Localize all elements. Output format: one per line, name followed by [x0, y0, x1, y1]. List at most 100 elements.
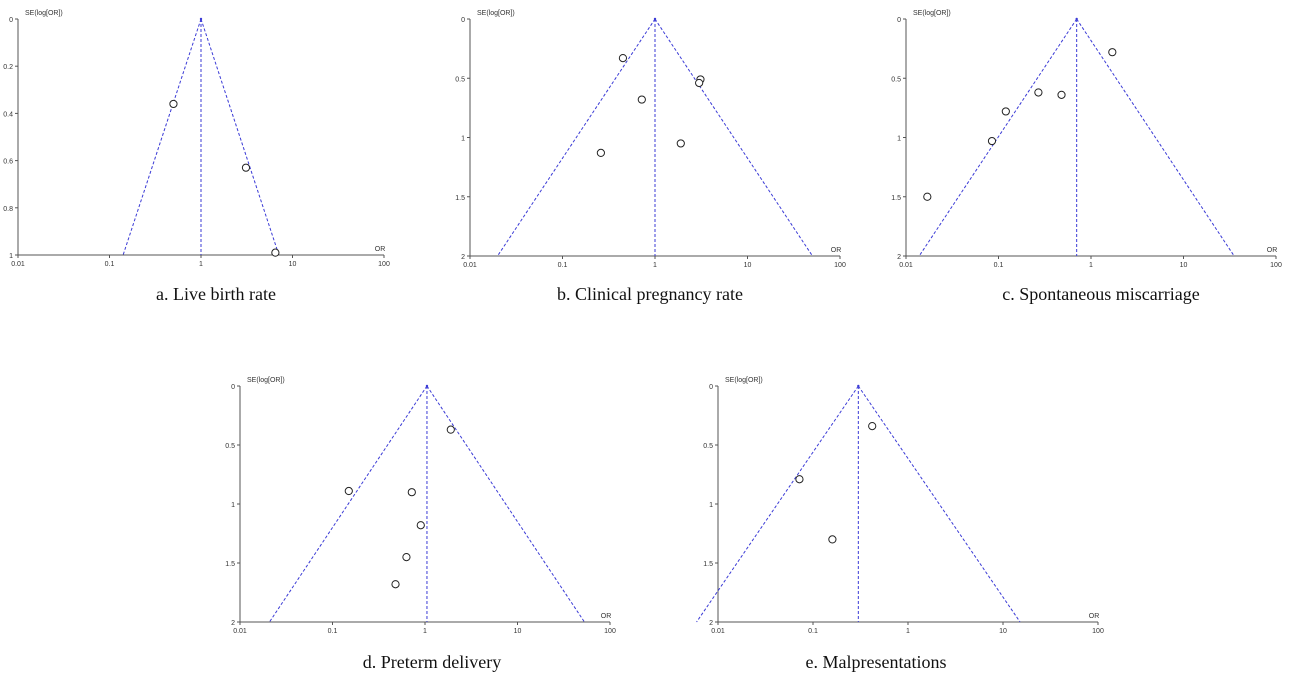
x-tick-label: 10 [289, 261, 297, 268]
y-tick-label: 1 [709, 502, 713, 509]
funnel-apex [199, 17, 203, 21]
funnel-right-line [857, 385, 1021, 623]
study-point [407, 488, 416, 497]
y-axis-label: SE(log[OR]) [913, 10, 951, 17]
study-point [596, 148, 605, 158]
y-tick-label: 1 [9, 253, 13, 260]
funnel-plot-3: 0 0.5 1 1.5 20.01 0.1 1 10 100 SE(log[OR]) OR [225, 377, 616, 635]
x-tick-label: 0.01 [11, 261, 25, 268]
x-tick-label: 10 [1180, 262, 1188, 269]
y-tick-label: 1 [897, 136, 901, 143]
y-tick-label: 2 [897, 254, 901, 261]
study-point [923, 192, 932, 201]
y-tick-label: 0 [231, 384, 235, 391]
study-point [828, 535, 837, 544]
study-point [446, 425, 455, 434]
x-tick-label: 1 [653, 262, 657, 269]
funnel-left-line [122, 18, 202, 256]
y-tick-label: 1.5 [703, 561, 713, 568]
y-tick-label: 0.5 [455, 76, 465, 83]
x-tick-label: 10 [514, 628, 522, 635]
y-tick-label: 0 [461, 17, 465, 24]
x-tick-label: 0.1 [328, 628, 338, 635]
study-point [1108, 48, 1117, 57]
funnel-left-line [497, 18, 656, 257]
funnel-left-line [918, 18, 1078, 257]
study-point [987, 136, 997, 146]
x-tick-label: 0.01 [233, 628, 247, 635]
x-tick-label: 100 [834, 262, 846, 269]
x-axis-label: OR [1267, 247, 1278, 254]
x-tick-label: 1 [906, 628, 910, 635]
y-tick-label: 0.8 [3, 206, 13, 213]
y-tick-label: 1.5 [891, 195, 901, 202]
study-point [695, 78, 704, 88]
y-tick-label: 1 [231, 502, 235, 509]
y-tick-label: 0 [9, 17, 13, 24]
x-axis-label: OR [375, 246, 386, 253]
x-tick-label: 1 [199, 261, 203, 268]
y-tick-label: 0.2 [3, 64, 13, 71]
x-tick-label: 10 [744, 262, 752, 269]
study-point [416, 521, 425, 530]
funnel-apex [425, 384, 429, 388]
x-tick-label: 10 [999, 628, 1007, 635]
y-tick-label: 0 [709, 384, 713, 391]
y-tick-label: 0.5 [891, 76, 901, 83]
x-axis-label: OR [601, 613, 612, 620]
study-point [676, 139, 685, 148]
funnel-plot-1: 0 0.5 1 1.5 20.01 0.1 1 10 100 SE(log[OR]) OR [455, 10, 846, 269]
y-tick-label: 2 [231, 620, 235, 627]
y-tick-label: 0.5 [703, 443, 713, 450]
funnel-right-line [426, 385, 585, 623]
x-tick-label: 100 [1270, 262, 1282, 269]
study-point [169, 99, 178, 109]
y-tick-label: 1 [461, 136, 465, 143]
caption-a: a. Live birth rate [156, 284, 276, 304]
caption-e: e. Malpresentations [805, 652, 947, 672]
funnel-plot-2: 0 0.5 1 1.5 20.01 0.1 1 10 100 SE(log[OR]) OR [891, 10, 1282, 269]
funnel-left-line [696, 385, 859, 623]
study-point [1001, 107, 1010, 116]
y-tick-label: 1.5 [225, 561, 235, 568]
x-tick-label: 0.1 [808, 628, 818, 635]
study-point [402, 553, 411, 562]
y-axis-label: SE(log[OR]) [25, 10, 63, 17]
y-axis-label: SE(log[OR]) [725, 377, 763, 384]
y-tick-label: 0.6 [3, 159, 13, 166]
x-axis-label: OR [831, 247, 842, 254]
study-point [271, 248, 280, 257]
funnel-plot-4: 0 0.5 1 1.5 20.01 0.1 1 10 100 SE(log[OR]) OR [696, 377, 1104, 635]
y-tick-label: 0 [897, 17, 901, 24]
study-point [391, 580, 400, 589]
x-tick-label: 1 [1089, 262, 1093, 269]
x-tick-label: 0.01 [899, 262, 913, 269]
x-tick-label: 1 [423, 628, 427, 635]
caption-d: d. Preterm delivery [362, 652, 502, 672]
study-point [868, 422, 877, 431]
study-point [1034, 88, 1043, 97]
x-tick-label: 0.1 [558, 262, 568, 269]
funnel-right-line [1076, 18, 1235, 257]
funnel-apex [1075, 17, 1078, 21]
x-tick-label: 100 [378, 261, 390, 268]
x-tick-label: 0.01 [463, 262, 477, 269]
study-point [241, 163, 251, 172]
funnel-right-line [200, 18, 280, 256]
study-point [795, 475, 804, 484]
x-tick-label: 100 [1092, 628, 1104, 635]
y-tick-label: 1.5 [455, 195, 465, 202]
y-tick-label: 0.4 [3, 111, 13, 118]
funnel-apex [857, 384, 860, 388]
y-tick-label: 0.5 [225, 443, 235, 450]
study-point [344, 486, 353, 496]
study-point [1057, 90, 1066, 99]
caption-c: c. Spontaneous miscarriage [1002, 284, 1200, 304]
x-tick-label: 0.1 [994, 262, 1004, 269]
x-tick-label: 100 [604, 628, 616, 635]
x-axis-label: OR [1089, 613, 1100, 620]
caption-b: b. Clinical pregnancy rate [557, 284, 743, 304]
y-axis-label: SE(log[OR]) [477, 10, 515, 17]
